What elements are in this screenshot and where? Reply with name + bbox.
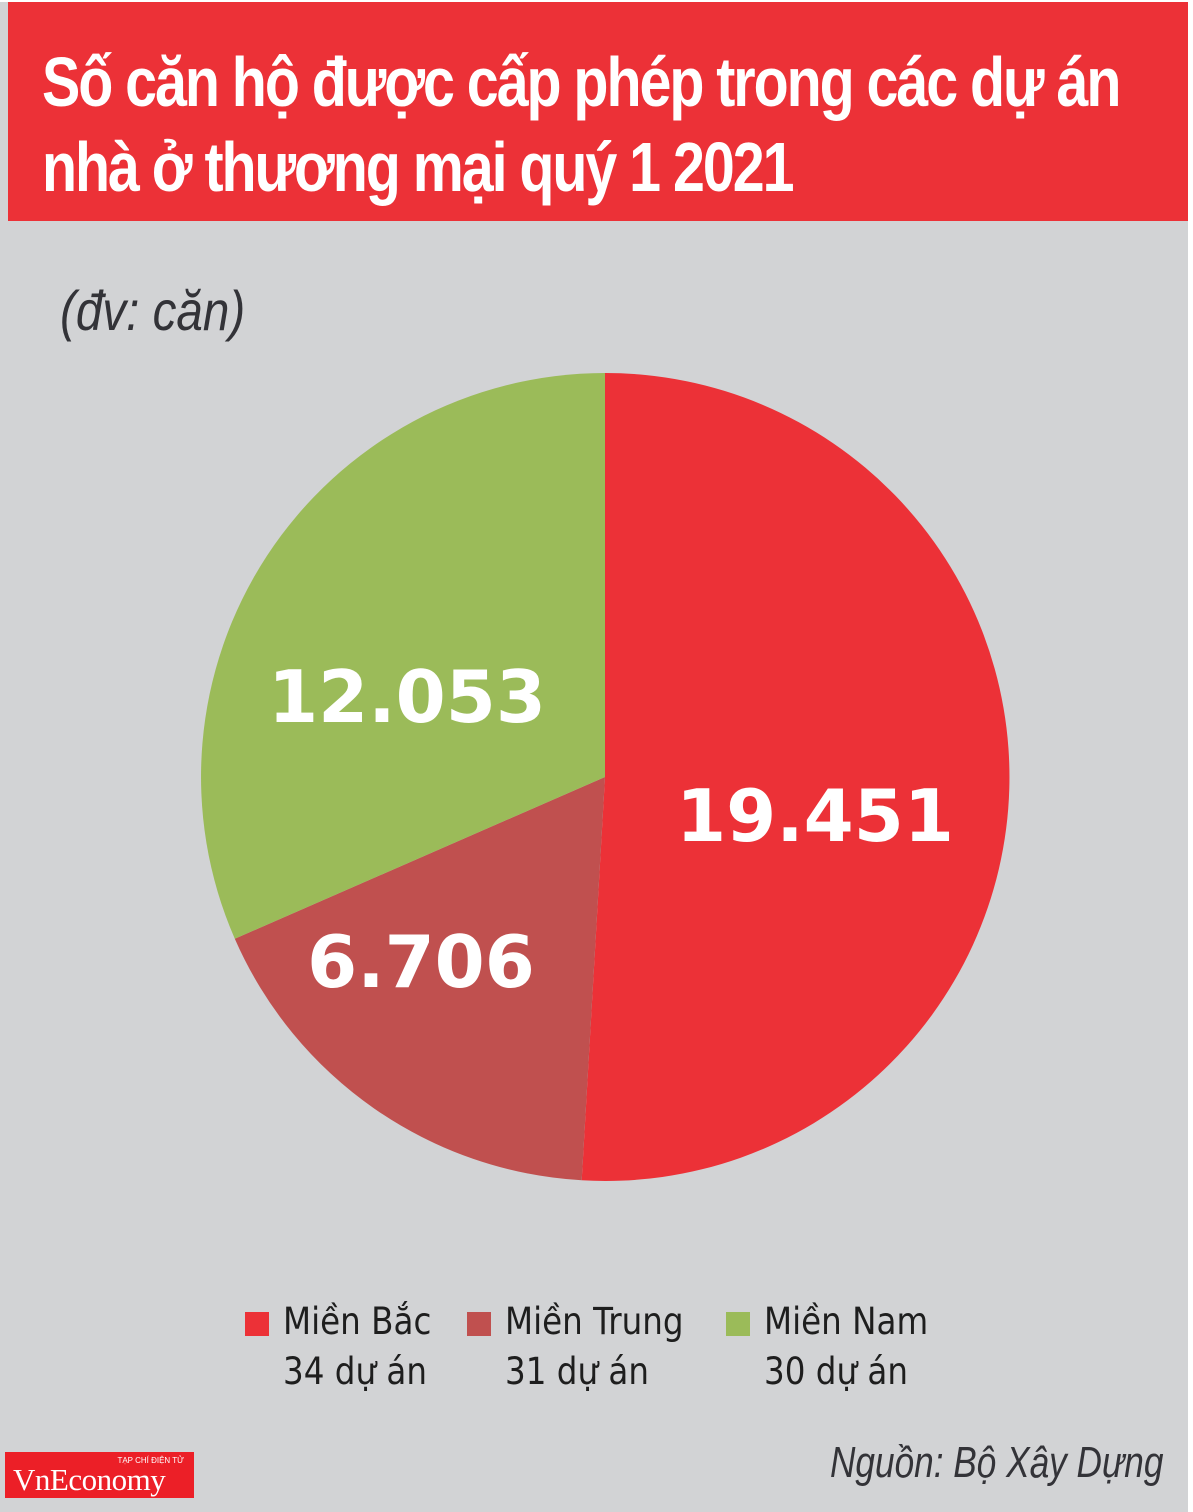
slice-value-mien-nam: 12.053 <box>268 655 546 739</box>
legend-label: Miền Trung <box>505 1300 684 1343</box>
vneconomy-logo: TẠP CHÍ ĐIỆN TỬ VnEconomy <box>5 1452 194 1498</box>
chart-title-line-1: Số căn hộ được cấp phép trong các dự án <box>42 43 1121 121</box>
legend-label: Miền Bắc <box>283 1300 432 1343</box>
logo-tagline: TẠP CHÍ ĐIỆN TỬ <box>117 1456 184 1465</box>
legend-project-count: 31 dự án <box>505 1350 650 1393</box>
legend-swatch-red <box>245 1312 269 1336</box>
pie-slice-mien-bac <box>581 372 1010 1181</box>
source-credit: Nguồn: Bộ Xây Dựng <box>830 1438 1164 1487</box>
pie-slice-mien-nam <box>201 373 605 939</box>
legend-swatch-green <box>726 1312 750 1336</box>
legend-project-count: 34 dự án <box>283 1350 428 1393</box>
chart-title-line-2: nhà ở thương mại quý 1 2021 <box>42 128 794 206</box>
slice-value-mien-bac: 19.451 <box>676 774 954 858</box>
unit-label: (đv: căn) <box>60 279 246 342</box>
pie-slice-mien-trung <box>234 777 606 1181</box>
legend-project-count: 30 dự án <box>764 1350 909 1393</box>
title-banner: Số căn hộ được cấp phép trong các dự án … <box>8 2 1188 221</box>
pie-chart: 19.451 6.706 12.053 <box>201 372 1010 1181</box>
slice-value-mien-trung: 6.706 <box>307 920 535 1004</box>
legend-swatch-dark-red <box>467 1312 491 1336</box>
logo-wordmark: VnEconomy <box>13 1462 166 1497</box>
right-border <box>1188 0 1193 1512</box>
top-border <box>0 0 1193 2</box>
legend-label: Miền Nam <box>764 1300 929 1343</box>
